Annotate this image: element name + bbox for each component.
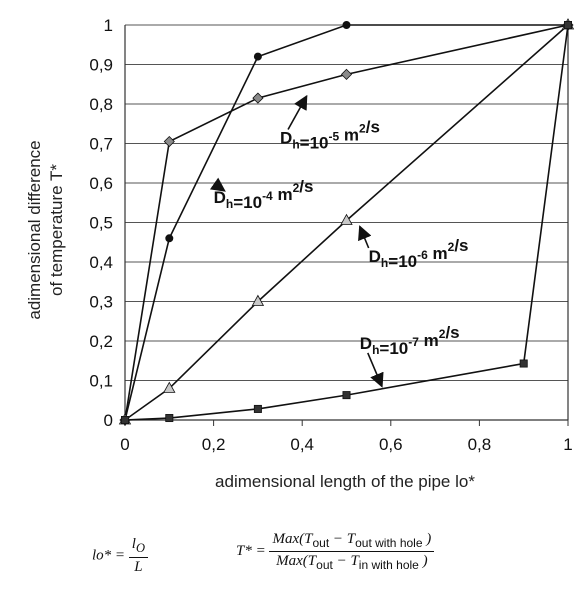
formula-t-denominator: Max(Tout − Tin with hole ) [269, 552, 434, 572]
series-label-1: Dh=10-5 m2/s [280, 118, 380, 153]
formula-lo-fraction: lO L [128, 536, 148, 576]
x-tick-label: 0,2 [202, 435, 226, 454]
y-tick-label: 0 [104, 411, 113, 430]
series-line-3 [124, 24, 569, 421]
formula-t-den-pre: Max(T [276, 553, 317, 569]
axes [124, 25, 569, 426]
formula-t-lhs: T* = [236, 542, 266, 559]
formula-lo-lhs: lo* = [92, 547, 126, 564]
annotation-arrow [367, 352, 384, 388]
x-tick-label: 1 [563, 435, 572, 454]
formula-t: T* = Max(Tout − Tout with hole ) Max(Tou… [236, 531, 435, 572]
y-tick-label: 0,4 [89, 253, 113, 272]
data-point [163, 135, 175, 148]
annotation-arrow [287, 94, 308, 130]
formula-t-den-mid: − T [332, 553, 359, 569]
formula-t-num-post: ) [422, 531, 432, 547]
x-axis-label: adimensional length of the pipe lo* [215, 472, 475, 491]
formula-t-fraction: Max(Tout − Tout with hole ) Max(Tout − T… [269, 531, 435, 572]
x-tick-label: 0,8 [468, 435, 492, 454]
data-point [342, 391, 351, 400]
annotations-group: Dh=10-4 m2/s Dh=10-5 m2/s Dh=10-6 m2/s Dh=1… [209, 94, 469, 388]
formula-t-num-s2: out with hole [355, 536, 423, 550]
data-point [251, 294, 265, 306]
x-tick-label: 0 [120, 435, 129, 454]
markers-group [118, 18, 575, 426]
y-tick-label: 0,9 [89, 56, 113, 75]
formula-t-den-post: ) [418, 553, 428, 569]
data-point [253, 404, 262, 413]
formula-t-num-s1: out [312, 536, 330, 550]
y-tick-label: 0,3 [89, 293, 113, 312]
formula-t-numerator: Max(Tout − Tout with hole ) [269, 531, 435, 552]
series-label-3: Dh=10-7 m2/s [360, 323, 460, 358]
formula-t-num-pre: Max(T [272, 531, 313, 547]
data-point [165, 414, 174, 423]
y-tick-label: 0,7 [89, 135, 113, 154]
y-tick-label: 0,5 [89, 214, 113, 233]
annotation-arrow [358, 225, 372, 249]
y-tick-label: 0,1 [89, 372, 113, 391]
y-tick-label: 0,8 [89, 95, 113, 114]
formula-t-den-s1: out [316, 558, 333, 572]
formula-lo-num-sub: O [135, 541, 145, 555]
formula-lo-num: l [131, 536, 136, 552]
data-point [253, 52, 262, 61]
tick-labels: 0 0,1 0,2 0,3 0,4 0,5 0,6 0,7 0,8 0,9 1 0 0,2 0,4 0,6 0… [89, 16, 572, 454]
formula-lo-den: L [134, 559, 143, 575]
x-tick-label: 0,4 [290, 435, 314, 454]
series-label-0: Dh=10-4 m2/s [214, 177, 314, 212]
data-point [519, 359, 528, 368]
y-tick-label: 0,2 [89, 332, 113, 351]
data-point [342, 20, 351, 29]
y-axis-label-line2: of temperature T* [47, 164, 66, 296]
data-point [121, 415, 130, 424]
data-point [340, 213, 353, 225]
series-label-2: Dh=10-6 m2/s [369, 236, 469, 271]
annotation-arrow [209, 177, 226, 192]
data-point [163, 381, 176, 393]
data-point [564, 20, 573, 29]
x-tick-label: 0,6 [379, 435, 403, 454]
y-axis-label-line1: adimensional difference [25, 140, 44, 319]
y-tick-label: 1 [104, 16, 113, 35]
data-point [165, 234, 174, 243]
y-tick-label: 0,6 [89, 174, 113, 193]
formula-t-den-s2: in with hole [358, 558, 419, 572]
formula-t-num-mid: − T [329, 531, 356, 547]
data-point [340, 68, 353, 80]
data-point [252, 92, 264, 104]
formula-lo: lo* = lO L [92, 536, 148, 576]
